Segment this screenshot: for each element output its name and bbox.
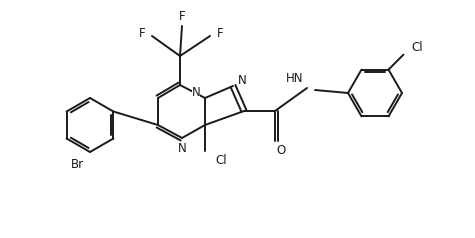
Text: F: F	[217, 26, 223, 40]
Text: Br: Br	[70, 158, 84, 170]
Text: N: N	[191, 85, 200, 99]
Text: HN: HN	[286, 71, 304, 84]
Text: N: N	[178, 142, 186, 154]
Text: N: N	[238, 74, 247, 86]
Text: F: F	[179, 10, 185, 23]
Text: Cl: Cl	[215, 154, 227, 167]
Text: F: F	[139, 26, 145, 40]
Text: Cl: Cl	[411, 41, 423, 54]
Text: O: O	[276, 144, 285, 158]
